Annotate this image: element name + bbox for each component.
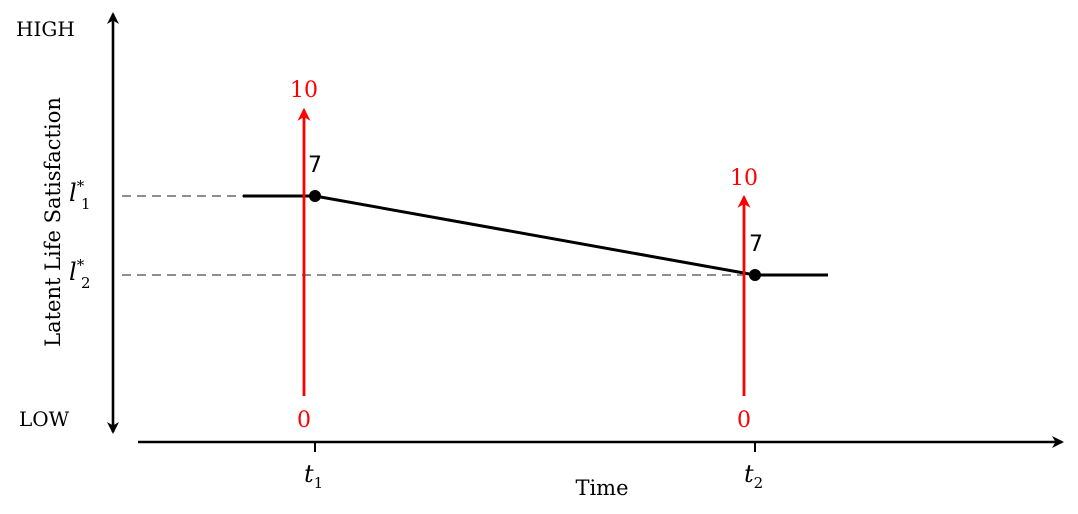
scale-1-point-label: 7 <box>308 153 322 178</box>
level-label-l1: l* 1 <box>69 177 91 213</box>
low-label: LOW <box>19 407 70 431</box>
x-axis-label: Time <box>575 476 628 500</box>
scale-2-top-label: 10 <box>730 166 758 191</box>
tick-label-t1: t1 <box>304 460 323 492</box>
y-axis-label: Latent Life Satisfaction <box>41 97 65 347</box>
level-label-l2: l* 2 <box>69 256 91 292</box>
tick-label-t2: t2 <box>744 460 763 492</box>
high-label: HIGH <box>16 17 75 41</box>
point-t2 <box>749 269 761 281</box>
point-t1 <box>309 190 321 202</box>
scale-2-bottom-label: 0 <box>737 408 751 433</box>
latent-path <box>243 194 828 277</box>
scale-1-top-label: 10 <box>290 78 318 103</box>
scale-1-bottom-label: 0 <box>297 408 311 433</box>
scale-2-point-label: 7 <box>749 232 763 257</box>
